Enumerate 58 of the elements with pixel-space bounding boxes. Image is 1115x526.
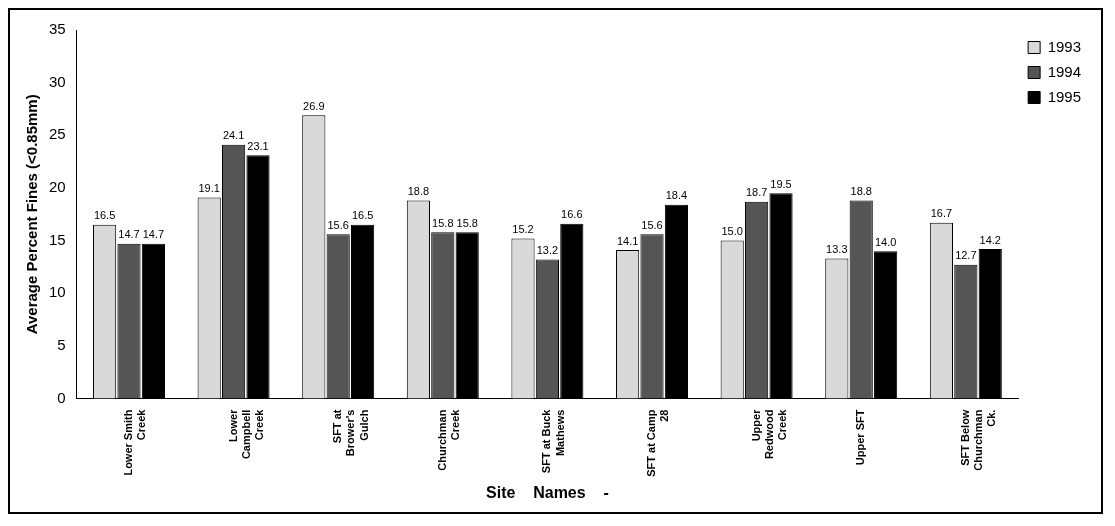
data-label: 18.4 bbox=[665, 189, 688, 202]
x-tick-label: SFT at Buck Mathews bbox=[540, 408, 566, 474]
y-tick-label: 20 bbox=[49, 178, 66, 196]
data-label: 16.5 bbox=[93, 209, 116, 222]
bar bbox=[874, 251, 898, 399]
data-label: 16.6 bbox=[561, 208, 583, 221]
x-tick-label: Churchman Creek bbox=[435, 408, 462, 471]
data-label: 18.8 bbox=[407, 185, 430, 198]
y-axis-title: Average Percent Fines (<0.85mm) bbox=[23, 94, 41, 335]
bar bbox=[769, 193, 793, 399]
data-label: 15.6 bbox=[641, 218, 663, 231]
bar bbox=[978, 249, 1002, 399]
data-label: 13.2 bbox=[536, 244, 559, 257]
y-tick-label: 25 bbox=[49, 125, 66, 143]
y-tick-label: 10 bbox=[49, 283, 66, 301]
data-label: 24.1 bbox=[222, 129, 245, 142]
y-tick-label: 0 bbox=[57, 388, 66, 406]
data-label: 15.0 bbox=[721, 225, 743, 238]
x-tick-label: SFT at Camp 28 bbox=[645, 409, 671, 477]
x-tick-label: Lower Smith Creek bbox=[122, 408, 148, 476]
data-label: 26.9 bbox=[303, 99, 325, 112]
data-label: 18.7 bbox=[745, 186, 768, 199]
data-label: 12.7 bbox=[955, 249, 977, 262]
data-label: 14.0 bbox=[874, 235, 897, 248]
data-label: 18.8 bbox=[850, 185, 872, 198]
bar bbox=[664, 204, 689, 399]
bar bbox=[560, 223, 584, 399]
x-tick-label: Upper Redwood Creek bbox=[749, 408, 789, 460]
y-tick-label: 5 bbox=[57, 336, 66, 354]
y-tick-label: 30 bbox=[49, 72, 66, 90]
x-axis-title: Site Names - bbox=[486, 483, 609, 501]
data-label: 19.5 bbox=[770, 177, 792, 190]
data-label: 14.7 bbox=[142, 228, 165, 241]
data-label: 15.8 bbox=[456, 216, 478, 229]
data-label: 14.2 bbox=[979, 233, 1001, 246]
data-label: 16.5 bbox=[351, 209, 374, 222]
legend-label: 1995 bbox=[1047, 87, 1082, 105]
x-tick-label: Upper SFT bbox=[854, 409, 867, 466]
x-tick-label: SFT at Brower's Gulch bbox=[331, 409, 370, 457]
data-label: 13.3 bbox=[826, 243, 848, 256]
y-tick-label: 15 bbox=[49, 230, 66, 248]
data-label: 15.6 bbox=[327, 218, 349, 231]
data-label: 15.8 bbox=[432, 216, 454, 229]
data-label: 23.1 bbox=[247, 139, 269, 152]
legend-label: 1994 bbox=[1047, 62, 1082, 80]
bar bbox=[141, 243, 165, 399]
data-label: 15.2 bbox=[512, 223, 534, 236]
data-label: 14.1 bbox=[616, 234, 639, 247]
bar bbox=[455, 232, 479, 399]
x-tick-label: Lower Campbell Creek bbox=[226, 408, 266, 460]
bar bbox=[246, 155, 270, 399]
data-label: 14.7 bbox=[118, 228, 140, 241]
legend-label: 1993 bbox=[1047, 37, 1082, 55]
x-tick-label: SFT Below Churchman Ck. bbox=[958, 409, 998, 471]
bar bbox=[351, 224, 375, 399]
data-label: 19.1 bbox=[198, 181, 220, 194]
data-label: 16.7 bbox=[930, 207, 953, 220]
y-tick-label: 35 bbox=[49, 20, 66, 38]
